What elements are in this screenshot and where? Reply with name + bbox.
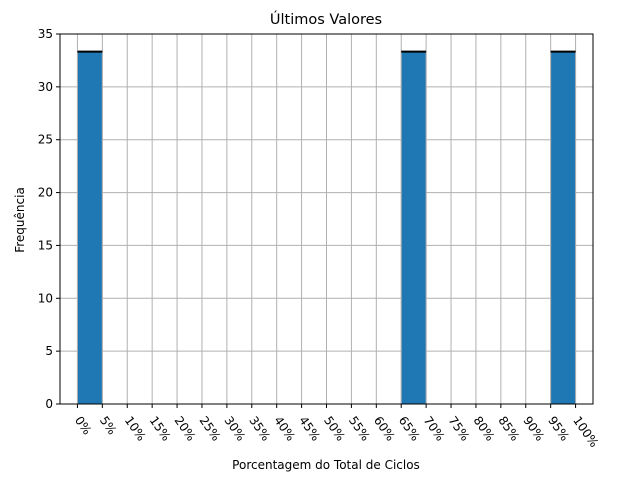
chart-title: Últimos Valores (270, 10, 382, 28)
histogram-bar (550, 51, 577, 405)
y-tick-label: 15 (38, 238, 53, 252)
y-tick-label: 10 (38, 291, 53, 305)
y-axis-ticks: 0 5 10 15 20 25 30 35 (38, 27, 60, 411)
y-tick-label: 20 (38, 186, 53, 200)
y-tick-label: 25 (38, 133, 53, 147)
y-axis-label: Frequência (13, 187, 27, 253)
y-tick-label: 0 (45, 397, 53, 411)
y-tick-label: 35 (38, 27, 53, 41)
histogram-bar (76, 51, 103, 405)
y-tick-label: 5 (45, 344, 53, 358)
histogram-bar (400, 51, 427, 405)
x-axis-label: Porcentagem do Total de Ciclos (232, 458, 420, 472)
y-tick-label: 30 (38, 80, 53, 94)
